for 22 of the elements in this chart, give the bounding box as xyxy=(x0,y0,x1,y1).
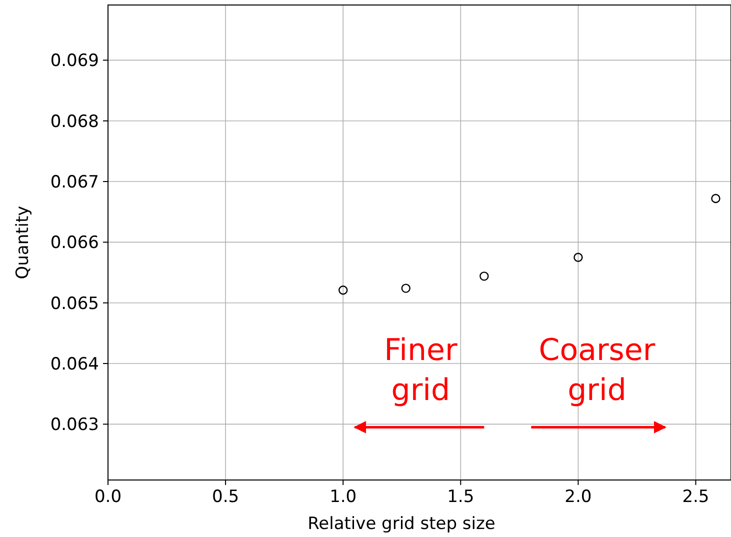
y-tick-label: 0.063 xyxy=(50,415,99,436)
x-tick-label: 0.5 xyxy=(212,487,240,507)
x-tick-label: 2.0 xyxy=(564,487,592,507)
annotation: Finer grid xyxy=(384,333,458,408)
annotation: Coarser grid xyxy=(538,333,656,408)
x-tick-label: 1.5 xyxy=(447,487,474,507)
y-tick-label: 0.069 xyxy=(50,51,99,72)
y-axis-title: Quantity xyxy=(13,206,33,280)
y-tick-label: 0.064 xyxy=(50,354,99,374)
point xyxy=(338,286,348,295)
y-tick-label: 0.065 xyxy=(50,294,99,314)
x-tick-label: 1.0 xyxy=(330,487,357,507)
y-tick-label: 0.068 xyxy=(50,112,99,132)
x-axis-title: Relative grid step size xyxy=(308,514,496,534)
x-tick-label: 2.5 xyxy=(682,487,710,507)
x-tick-label: 0.0 xyxy=(94,487,122,507)
point xyxy=(480,272,489,281)
y-tick-label: 0.067 xyxy=(50,172,99,192)
point xyxy=(401,284,410,293)
y-tick-label: 0.066 xyxy=(50,233,99,254)
point xyxy=(711,194,720,204)
point xyxy=(574,252,583,262)
